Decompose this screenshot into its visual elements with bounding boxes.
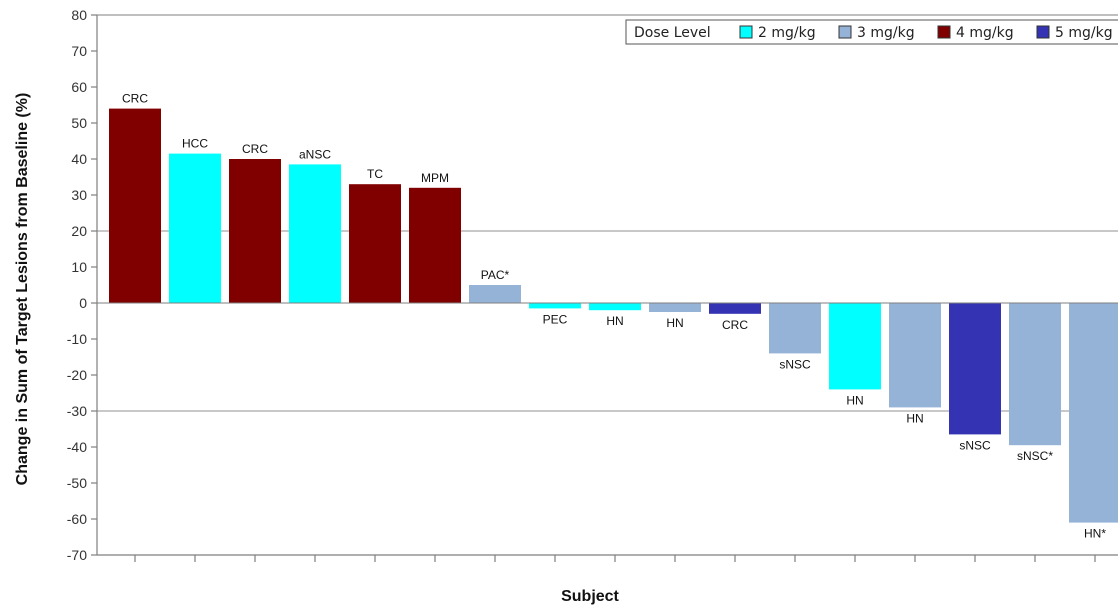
y-tick-label: 0 xyxy=(79,295,87,311)
legend-label: 4 mg/kg xyxy=(956,25,1014,41)
bar-label: MPM xyxy=(421,171,449,185)
legend-swatch xyxy=(838,25,852,39)
bar-label: HN* xyxy=(1084,527,1106,541)
legend-swatch xyxy=(1036,25,1050,39)
legend-title: Dose Level xyxy=(634,25,711,41)
bar-label: HN xyxy=(666,316,683,330)
bar xyxy=(1009,303,1061,446)
y-tick-label: -50 xyxy=(67,475,87,491)
bar xyxy=(409,187,461,303)
bar-label: CRC xyxy=(242,142,268,156)
bar-label: sNSC* xyxy=(1017,449,1053,463)
bars xyxy=(109,108,1118,523)
bar xyxy=(889,303,941,408)
x-axis-title: Subject xyxy=(561,588,619,605)
y-tick-label: 30 xyxy=(71,187,87,203)
bar-label: aNSC xyxy=(299,147,331,161)
bar-label: CRC xyxy=(722,318,748,332)
bar xyxy=(709,303,761,314)
y-tick-label: 40 xyxy=(71,151,87,167)
bar xyxy=(349,184,401,303)
y-tick-label: 80 xyxy=(71,7,87,23)
bar-label: sNSC xyxy=(779,357,811,371)
bar xyxy=(769,303,821,354)
bar-label: CRC xyxy=(122,92,148,106)
y-tick-label: 60 xyxy=(71,79,87,95)
axes: 80 70 60 50 40 30 20 10 0 -10 -20 -30 -40 -50 -60 -70 xyxy=(67,7,1118,563)
bar xyxy=(1069,303,1118,523)
bar-label: TC xyxy=(367,167,383,181)
bar xyxy=(469,285,521,303)
bar-label: sNSC xyxy=(959,438,991,452)
y-tick-label: 50 xyxy=(71,115,87,131)
legend-label: 2 mg/kg xyxy=(758,25,816,41)
y-tick-label: -10 xyxy=(67,331,87,347)
bar xyxy=(289,164,341,303)
y-tick-label: -20 xyxy=(67,367,87,383)
bar xyxy=(229,159,281,303)
bar-label: HN xyxy=(906,411,923,425)
bar-label: HN xyxy=(606,314,623,328)
bar xyxy=(109,108,161,303)
legend-label: 5 mg/kg xyxy=(1055,25,1113,41)
legend-box xyxy=(625,19,1118,45)
bar-label: HN xyxy=(846,393,863,407)
y-tick-label: -60 xyxy=(67,511,87,527)
legend: Dose Level 2 mg/kg 3 mg/kg 4 mg/kg 5 mg/kg xyxy=(625,19,1118,45)
bar xyxy=(949,303,1001,435)
bar-label: HCC xyxy=(182,137,208,151)
bar xyxy=(529,303,581,309)
y-tick-label: 20 xyxy=(71,223,87,239)
bar xyxy=(829,303,881,390)
legend-swatch xyxy=(937,25,951,39)
y-axis-title: Change in Sum of Target Lesions from Bas… xyxy=(14,93,31,486)
y-tick-label: -70 xyxy=(67,547,87,563)
legend-label: 3 mg/kg xyxy=(857,25,915,41)
bar-label: PEC xyxy=(543,312,568,326)
bar-label: PAC* xyxy=(481,268,510,282)
y-tick-label: 10 xyxy=(71,259,87,275)
bar xyxy=(589,303,641,311)
y-tick-label: -30 xyxy=(67,403,87,419)
bar xyxy=(169,153,221,303)
legend-swatch xyxy=(739,25,753,39)
y-tick-label: 70 xyxy=(71,43,87,59)
bar xyxy=(649,303,701,312)
y-tick-label: -40 xyxy=(67,439,87,455)
bar-labels: CRC HCC CRC aNSC TC MPM PAC* PEC HN HN CRC sNSC HN HN… xyxy=(122,92,1106,541)
